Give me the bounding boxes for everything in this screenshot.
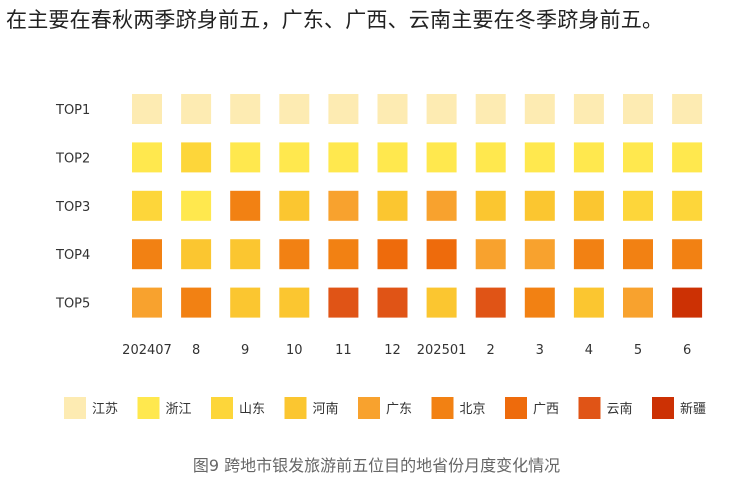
heatmap-cell — [132, 190, 162, 221]
heatmap-cell — [573, 287, 604, 318]
column-label: 6 — [683, 343, 691, 358]
heatmap-cell — [475, 94, 506, 124]
heatmap-cell — [524, 287, 555, 318]
heatmap-cell — [573, 94, 604, 124]
legend-label: 江苏 — [92, 401, 118, 417]
legend-swatch — [211, 397, 233, 419]
legend-label: 新疆 — [680, 401, 706, 417]
figure-caption: 图9 跨地市银发旅游前五位目的地省份月度变化情况 — [192, 456, 561, 475]
heatmap-cell — [524, 142, 555, 173]
column-label: 8 — [192, 343, 200, 358]
heatmap-cell — [426, 239, 457, 270]
heatmap-cell — [623, 142, 653, 173]
heatmap-cell — [623, 190, 653, 221]
heatmap-cell — [426, 190, 457, 221]
heatmap-cell — [573, 239, 604, 270]
heatmap-cell — [230, 142, 261, 173]
heatmap-cell — [181, 239, 212, 270]
heatmap-cell — [377, 142, 408, 173]
row-label-top2: TOP2 — [55, 151, 90, 166]
heatmap-cell — [377, 287, 408, 318]
legend-swatch — [64, 397, 86, 419]
heatmap-cell — [623, 239, 653, 270]
heatmap-cell — [328, 142, 359, 173]
heatmap-cell — [426, 142, 457, 173]
heatmap-cell — [230, 239, 261, 270]
heatmap-cell — [132, 239, 162, 270]
heatmap-cell — [524, 94, 555, 124]
row-label-top5: TOP5 — [55, 297, 90, 312]
column-label: 202407 — [122, 343, 172, 358]
column-label: 12 — [384, 343, 401, 358]
legend-label: 浙江 — [166, 402, 192, 417]
heatmap-cell — [475, 142, 506, 173]
heatmap-cell — [279, 142, 310, 173]
heatmap-cell — [230, 94, 261, 124]
heatmap-cell — [377, 94, 408, 124]
column-label: 9 — [241, 343, 249, 358]
heatmap-cell — [672, 94, 703, 124]
column-label: 2 — [487, 343, 495, 358]
column-label: 202501 — [417, 343, 467, 358]
heatmap-cell — [181, 287, 212, 318]
legend-label: 河南 — [313, 401, 339, 417]
heatmap-cell — [475, 239, 506, 270]
legend-swatch — [137, 397, 160, 419]
heatmap-cell — [377, 190, 408, 221]
legend-label: 云南 — [607, 401, 633, 417]
heatmap-cell — [279, 190, 310, 221]
heatmap-cell — [426, 94, 457, 124]
heatmap-cell — [475, 190, 506, 221]
heatmap-cell — [524, 190, 555, 221]
heatmap-cell — [573, 142, 604, 173]
column-label: 5 — [634, 343, 642, 358]
legend-label: 山东 — [239, 402, 265, 417]
heatmap-cell — [181, 94, 212, 124]
headline-text: 在主要在春秋两季跻身前五，广东、广西、云南主要在冬季跻身前五。 — [6, 8, 664, 32]
heatmap-cell — [181, 190, 212, 221]
column-label: 11 — [335, 343, 352, 358]
legend-swatch — [652, 397, 674, 419]
legend-swatch — [505, 397, 527, 419]
heatmap-chart: TOP1 TOP2 TOP3 TOP4 TOP5 202407 8 9 10 11 12 202501… — [55, 94, 706, 419]
legend-swatch — [578, 397, 601, 419]
heatmap-cell — [672, 239, 703, 270]
heatmap-cell — [573, 190, 604, 221]
legend-label: 广东 — [386, 402, 412, 417]
heatmap-cell — [279, 239, 310, 270]
heatmap-cell — [328, 94, 359, 124]
heatmap-cell — [426, 287, 457, 318]
heatmap-cell — [623, 287, 653, 318]
legend-swatch — [284, 397, 307, 419]
heatmap-cell — [181, 142, 212, 173]
row-label-top1: TOP1 — [55, 103, 90, 118]
legend-label: 广西 — [533, 402, 559, 417]
heatmap-cell — [230, 287, 261, 318]
row-label-top3: TOP3 — [55, 200, 90, 215]
legend-swatch — [431, 397, 454, 419]
heatmap-cell — [328, 287, 359, 318]
heatmap-cell — [279, 94, 310, 124]
column-label: 10 — [286, 343, 303, 358]
heatmap-cell — [328, 239, 359, 270]
heatmap-cell — [132, 287, 162, 318]
heatmap-cell — [328, 190, 359, 221]
heatmap-cell — [672, 287, 703, 318]
heatmap-cell — [279, 287, 310, 318]
row-label-top4: TOP4 — [55, 248, 90, 263]
legend-swatch — [358, 397, 380, 419]
heatmap-cell — [475, 287, 506, 318]
column-label: 4 — [585, 343, 593, 358]
heatmap-cell — [377, 239, 408, 270]
heatmap-cell — [230, 190, 261, 221]
heatmap-cell — [672, 142, 703, 173]
legend-label: 北京 — [460, 402, 486, 417]
heatmap-cell — [132, 94, 162, 124]
heatmap-cell — [672, 190, 703, 221]
heatmap-cell — [623, 94, 653, 124]
heatmap-cell — [132, 142, 162, 173]
column-label: 3 — [536, 343, 544, 358]
heatmap-cell — [524, 239, 555, 270]
